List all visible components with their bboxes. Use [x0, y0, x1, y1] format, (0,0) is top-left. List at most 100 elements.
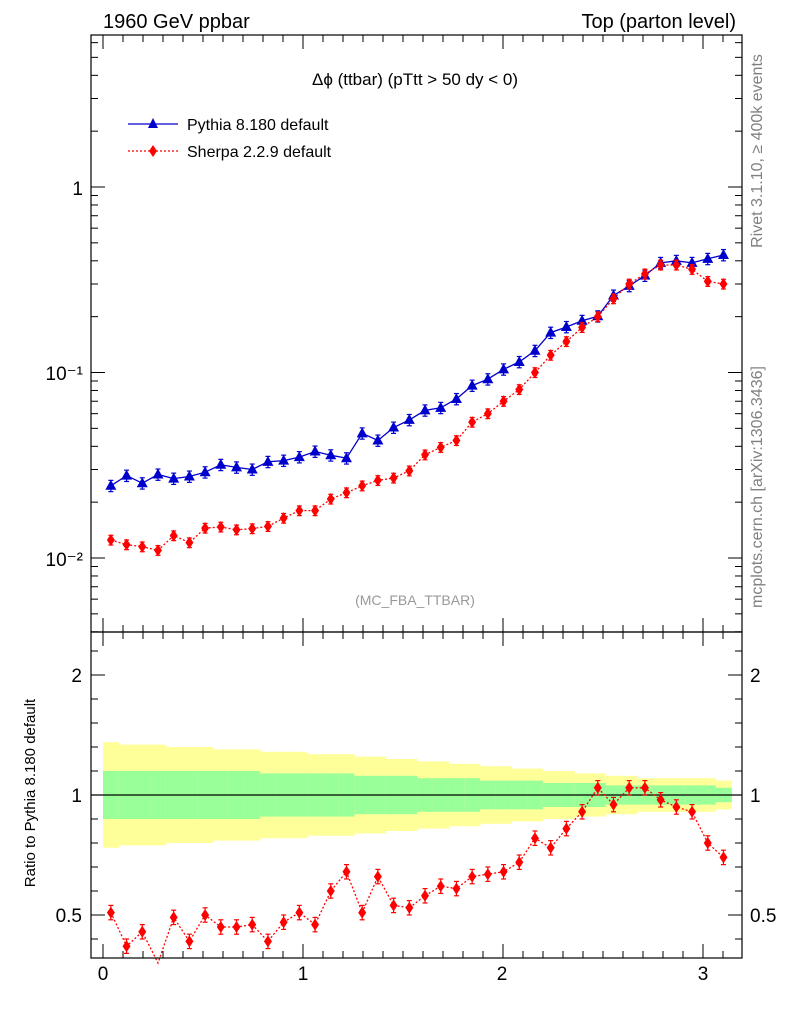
ratio-sherpa-point: [405, 901, 414, 914]
ratio-ytick-05-right: 0.5: [750, 906, 776, 927]
sherpa-point: [389, 471, 398, 484]
pythia-point: [105, 479, 117, 490]
ratio-sherpa-point: [688, 805, 697, 818]
ytick-label-0.1: 10⁻¹: [46, 364, 84, 385]
ratio-sherpa-point: [719, 851, 728, 864]
pythia-point: [293, 451, 305, 462]
main-title: Δϕ (ttbar) (pTtt > 50 dy < 0): [312, 70, 518, 89]
sherpa-point: [719, 277, 728, 290]
pythia-point: [309, 445, 321, 456]
ratio-sherpa-point: [342, 865, 351, 878]
pythia-point: [702, 252, 714, 263]
sherpa-point: [452, 434, 461, 447]
ratio-sherpa-point: [279, 916, 288, 929]
pythia-point: [168, 472, 180, 483]
ratio-sherpa-point: [358, 906, 367, 919]
ratio-sherpa-point: [216, 921, 225, 933]
ratio-sherpa-point: [593, 781, 602, 794]
legend: Pythia 8.180 default Sherpa 2.2.9 defaul…: [128, 117, 332, 161]
ratio-ytick-1-left: 1: [71, 786, 82, 807]
pythia-point: [482, 373, 494, 384]
ratio-sherpa-point: [295, 906, 304, 919]
ratio-sherpa-line: [110, 786, 724, 965]
ratio-sherpa-point: [169, 911, 178, 924]
pythia-point: [136, 477, 148, 488]
pythia-point: [529, 344, 541, 355]
ratio-sherpa-point: [530, 832, 539, 845]
sherpa-point: [106, 534, 115, 547]
sherpa-point: [436, 441, 445, 454]
ratio-sherpa-point: [373, 870, 382, 883]
sherpa-point: [232, 523, 241, 536]
legend-marker-pythia: [148, 118, 158, 128]
ratio-sherpa-point: [468, 870, 477, 883]
pythia-point: [435, 401, 447, 412]
header-right: Top (parton level): [581, 11, 736, 33]
ratio-ytick-1-right: 1: [750, 786, 761, 807]
ratio-sherpa-point: [263, 935, 272, 948]
ytick-label-0.01: 10⁻²: [46, 550, 84, 571]
ratio-sherpa-point: [138, 925, 147, 938]
pythia-point: [246, 463, 258, 474]
sherpa-point: [153, 544, 162, 557]
ratio-sherpa-point: [483, 868, 492, 881]
sherpa-point: [279, 512, 288, 525]
watermark: (MC_FBA_TTBAR): [355, 592, 475, 608]
pythia-point: [121, 469, 133, 480]
pythia-point: [450, 392, 462, 403]
ratio-sherpa-point: [232, 921, 241, 933]
pythia-point: [388, 421, 400, 432]
sherpa-point: [373, 474, 382, 487]
sherpa-point: [421, 448, 430, 461]
ratio-sherpa-point: [656, 793, 665, 806]
ratio-ytick-05-left: 0.5: [56, 906, 82, 927]
pythia-point: [686, 256, 698, 267]
sherpa-point: [625, 277, 634, 290]
ratio-sherpa-point: [201, 909, 210, 921]
pythia-point: [325, 449, 337, 460]
pythia-point: [513, 355, 525, 366]
sherpa-point: [185, 536, 194, 549]
ratio-sherpa-point: [436, 880, 445, 893]
ratio-sherpa-point: [546, 841, 555, 854]
ratio-ytick-2-left: 2: [71, 666, 82, 687]
sherpa-point: [122, 538, 131, 551]
sherpa-point: [342, 486, 351, 499]
sherpa-point: [295, 504, 304, 517]
ratio-sherpa-point: [106, 906, 115, 919]
ratio-sherpa-point: [421, 889, 430, 902]
xtick-label-3: 3: [698, 964, 709, 985]
legend-marker-sherpa: [149, 145, 157, 157]
ratio-sherpa-point: [248, 918, 257, 931]
pythia-point: [152, 468, 164, 479]
ratio-ylabel: Ratio to Pythia 8.180 default: [22, 698, 39, 887]
svg-text:1: 1: [72, 179, 83, 200]
sherpa-point: [562, 335, 571, 348]
ratio-sherpa-point: [515, 856, 524, 869]
sherpa-point: [530, 366, 539, 379]
ratio-panel: Ratio to Pythia 8.180 default 2 1 0.5 2 …: [22, 631, 776, 985]
pythia-point: [576, 314, 588, 325]
pythia-point: [498, 363, 510, 374]
sherpa-point: [609, 292, 618, 305]
ratio-ytick-2-right: 2: [750, 666, 761, 687]
pythia-point: [231, 461, 243, 472]
rivet-label: Rivet 3.1.10, ≥ 400k events: [749, 54, 766, 248]
sherpa-point: [169, 529, 178, 542]
sherpa-point: [358, 479, 367, 492]
pythia-point: [262, 455, 274, 466]
pythia-line: [110, 254, 724, 487]
pythia-point: [278, 454, 290, 465]
sherpa-point: [515, 383, 524, 396]
pythia-point: [403, 413, 415, 424]
pythia-point: [419, 404, 431, 415]
ratio-sherpa-point: [703, 837, 712, 849]
sherpa-point: [593, 310, 602, 323]
sherpa-line: [110, 264, 724, 552]
main-panel: Δϕ (ttbar) (pTtt > 50 dy < 0) (MC_FBA_TT…: [46, 34, 743, 633]
pythia-point: [199, 466, 211, 477]
sherpa-point: [216, 520, 225, 533]
xtick-label-1: 1: [298, 964, 309, 985]
sherpa-point: [546, 349, 555, 362]
